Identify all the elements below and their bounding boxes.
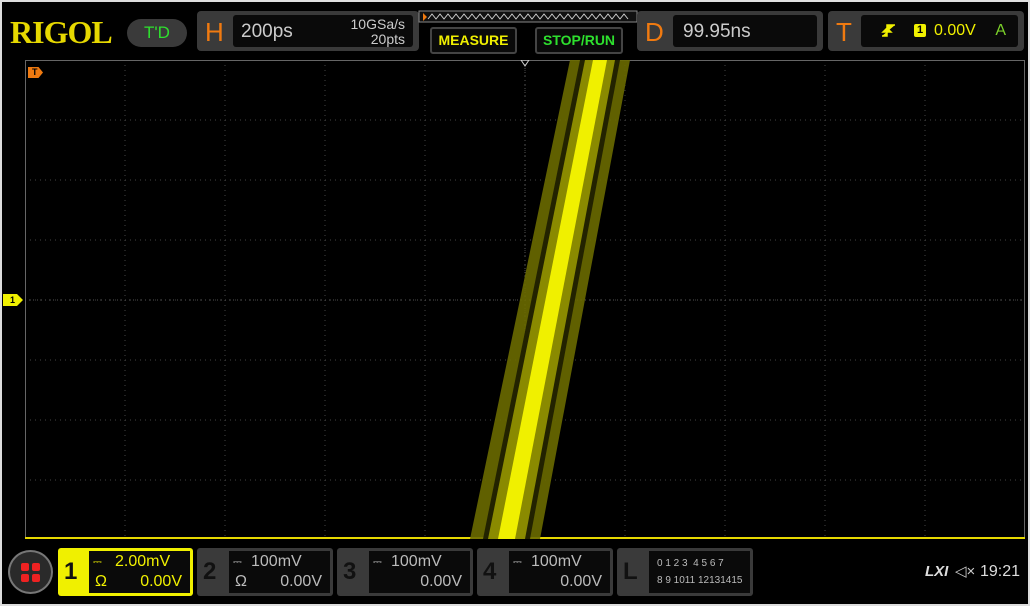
- measure-button[interactable]: MEASURE: [430, 27, 517, 54]
- dc-coupling-icon: ⎓: [373, 556, 382, 568]
- waveform-overview: [418, 10, 638, 23]
- memory-depth: 20pts: [370, 31, 405, 47]
- trigger-label: T: [836, 17, 852, 47]
- stop-run-button[interactable]: STOP/RUN: [535, 27, 623, 54]
- logic-label: L: [623, 558, 638, 585]
- trigger-level: 0.00V: [934, 22, 976, 39]
- channel-scale: 100mV: [251, 553, 302, 570]
- channel-offset: 0.00V: [280, 573, 322, 590]
- logic-channels-row1: 0 1 2 3 4 5 6 7: [657, 558, 724, 569]
- channel-number: 2: [203, 558, 217, 585]
- trigger-source: 1: [914, 24, 926, 37]
- horizontal-panel[interactable]: H 200ps 10GSa/s 20pts: [197, 11, 419, 51]
- channel-3-panel[interactable]: 3 ⎓ 100mV 0.00V: [337, 548, 473, 596]
- clock: 19:21: [980, 563, 1021, 580]
- logic-panel[interactable]: L 0 1 2 3 4 5 6 7 8 9 1011 12131415: [617, 548, 753, 596]
- channel-scale: 100mV: [531, 553, 582, 570]
- timebase: 200ps: [241, 21, 293, 42]
- trace-core: [498, 60, 607, 539]
- trigger-mode: A: [995, 22, 1006, 39]
- grid-menu-icon: [21, 563, 40, 582]
- trigger-position-marker[interactable]: T: [28, 67, 43, 78]
- channel-1-panel[interactable]: 1 2.00mV ⎓ Ω 0.00V: [58, 548, 193, 596]
- dc-coupling-icon: ⎓: [93, 556, 102, 568]
- delay-label: D: [645, 17, 664, 47]
- logic-channels-row2: 8 9 1011 12131415: [657, 575, 743, 586]
- channel-2-panel[interactable]: 2 ⎓ 100mV Ω 0.00V: [197, 548, 333, 596]
- rising-edge-icon: [881, 24, 895, 37]
- rigol-logo: RIGOL: [10, 14, 113, 50]
- lxi-logo: LXI: [925, 563, 949, 580]
- dc-coupling-icon: ⎓: [513, 556, 522, 568]
- trigger-time-marker: [520, 60, 530, 67]
- channel-offset: 0.00V: [420, 573, 462, 590]
- dc-coupling-icon: ⎓: [233, 556, 242, 568]
- impedance: Ω: [95, 573, 107, 590]
- sample-rate: 10GSa/s: [350, 16, 405, 32]
- sound-muted-icon[interactable]: ◁×: [955, 563, 976, 580]
- impedance: Ω: [235, 573, 247, 590]
- channel-number: 4: [483, 558, 497, 585]
- waveform-display: [25, 60, 1025, 539]
- channel-scale: 100mV: [391, 553, 442, 570]
- mode-badge[interactable]: T'D: [127, 19, 187, 47]
- channel-offset: 0.00V: [560, 573, 602, 590]
- overview-trigger-icon: [423, 13, 427, 21]
- menu-button[interactable]: [8, 550, 53, 594]
- delay-value: 99.95ns: [683, 21, 751, 42]
- channel-scale: 2.00mV: [115, 553, 171, 570]
- delay-panel[interactable]: D 99.95ns: [637, 11, 823, 51]
- channel1-offset-marker[interactable]: 1: [3, 294, 23, 306]
- channel-number: 1: [64, 558, 78, 585]
- channel-4-panel[interactable]: 4 ⎓ 100mV 0.00V: [477, 548, 613, 596]
- trigger-panel[interactable]: T 1 0.00V A: [828, 11, 1024, 51]
- channel-offset: 0.00V: [140, 573, 182, 590]
- channel-number: 3: [343, 558, 357, 585]
- horizontal-label: H: [205, 17, 224, 47]
